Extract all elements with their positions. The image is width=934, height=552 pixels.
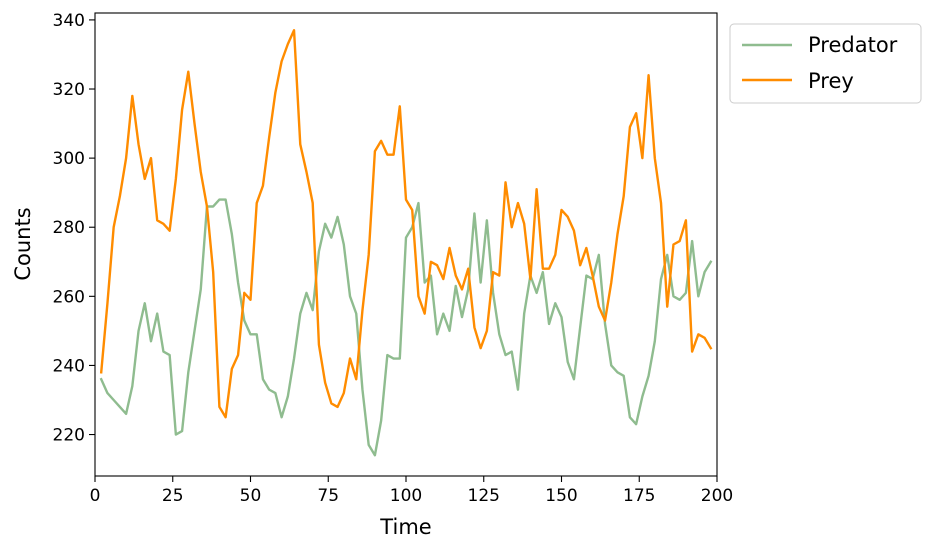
legend-frame: [729, 23, 922, 104]
x-tick-label: 100: [390, 486, 422, 506]
y-axis-label: Counts: [11, 207, 35, 280]
y-tick-label: 300: [53, 149, 85, 169]
y-tick-label: 280: [53, 218, 85, 238]
y-tick-label: 320: [53, 80, 85, 100]
y-tick-label: 340: [53, 11, 85, 31]
x-axis-label: Time: [379, 515, 431, 539]
series-lines: [99, 29, 713, 457]
x-tick-label: 75: [317, 486, 339, 506]
legend-label-predator: Predator: [808, 33, 898, 57]
x-tick-label: 150: [545, 486, 577, 506]
x-tick-label: 175: [623, 486, 655, 506]
x-tick-label: 25: [162, 486, 184, 506]
x-tick-label: 0: [90, 486, 101, 506]
series-line-prey: [99, 29, 713, 419]
legend-label-prey: Prey: [808, 69, 854, 93]
y-tick-label: 260: [53, 287, 85, 307]
y-axis-ticks: 220 240 260 280 300 320 340: [53, 11, 95, 446]
x-tick-label: 125: [468, 486, 500, 506]
x-axis-ticks: 0 25 50 75 100 125 150 175 200: [90, 476, 733, 506]
y-tick-label: 220: [53, 426, 85, 446]
x-tick-label: 200: [701, 486, 733, 506]
series-line-predator: [99, 198, 713, 457]
x-tick-label: 50: [240, 486, 262, 506]
legend: Predator Prey: [729, 23, 922, 104]
y-tick-label: 240: [53, 356, 85, 376]
